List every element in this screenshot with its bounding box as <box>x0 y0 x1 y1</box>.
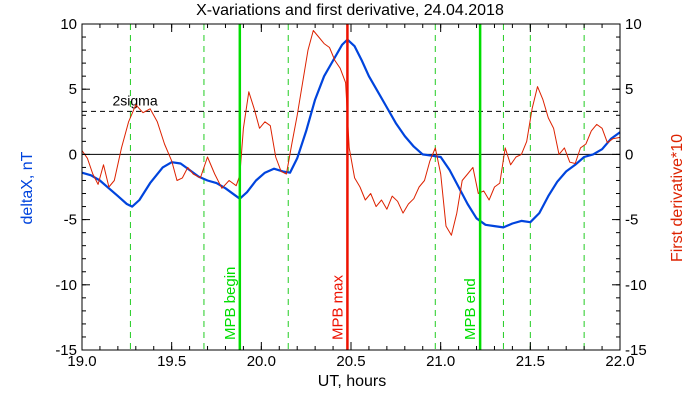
x-tick-label-3: 20.5 <box>336 353 365 370</box>
y-left-tick-label-3: 0 <box>69 146 77 163</box>
y-right-tick-label-2: -5 <box>625 212 638 229</box>
x-axis-label: UT, hours <box>318 373 386 390</box>
marker-label-2: MPB max <box>329 274 346 340</box>
x-tick-label-2: 20.0 <box>247 353 276 370</box>
left-axis-label: deltaX, nT <box>19 151 36 224</box>
threshold-label: 2sigma <box>112 92 157 108</box>
y-left-tick-label-0: -15 <box>55 342 77 359</box>
y-left-tick-label-2: -5 <box>64 212 77 229</box>
y-left-tick-label-1: -10 <box>55 277 77 294</box>
x-tick-label-0: 19.0 <box>67 353 96 370</box>
y-right-tick-label-4: 5 <box>625 81 633 98</box>
y-right-tick-label-3: 0 <box>625 146 633 163</box>
marker-label-1: MPB begin <box>222 267 239 340</box>
y-right-tick-label-1: -10 <box>625 277 647 294</box>
right-axis-label: First derivative*10 <box>669 134 686 262</box>
left-axis-label-group: deltaX, nT <box>19 151 36 224</box>
chart-title: X-variations and first derivative, 24.04… <box>196 2 504 19</box>
x-tick-label-5: 21.5 <box>516 353 545 370</box>
y-left-tick-label-5: 10 <box>60 16 77 33</box>
right-axis-label-group: First derivative*10 <box>669 134 686 262</box>
y-right-tick-label-5: 10 <box>625 16 642 33</box>
y-left-tick-label-4: 5 <box>69 81 77 98</box>
y-right-tick-label-0: -15 <box>625 342 647 359</box>
marker-label-3: MPB end <box>462 278 479 340</box>
x-tick-label-4: 21.0 <box>426 353 455 370</box>
series-derivative-line <box>81 30 621 236</box>
x-tick-label-1: 19.5 <box>157 353 186 370</box>
series-deltax-line <box>81 38 621 229</box>
plot-area: 2sigma MPB begin MPB max MPB end 19.0 19.5 20.… <box>55 16 646 370</box>
plot-frame <box>81 23 621 351</box>
x-tick-label-6: 22.0 <box>605 353 634 370</box>
